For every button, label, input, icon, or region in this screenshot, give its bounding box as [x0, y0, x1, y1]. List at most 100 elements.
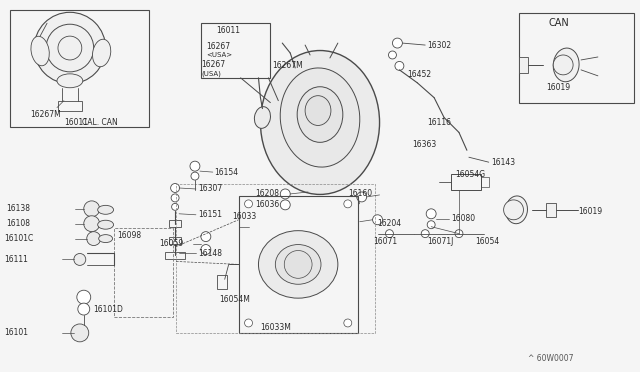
Text: 16019: 16019 [547, 83, 570, 92]
Circle shape [87, 232, 100, 246]
Circle shape [171, 183, 180, 192]
Bar [58, 101, 82, 110]
Circle shape [71, 324, 89, 342]
Circle shape [190, 161, 200, 171]
Ellipse shape [98, 205, 113, 214]
Bar [451, 174, 481, 190]
Ellipse shape [93, 39, 111, 67]
Ellipse shape [506, 196, 527, 224]
Text: 16208: 16208 [255, 189, 280, 198]
Text: 16138: 16138 [6, 204, 30, 213]
Text: 16036: 16036 [255, 201, 280, 209]
Text: 16111: 16111 [4, 255, 28, 264]
Circle shape [77, 290, 91, 304]
Text: 16011: 16011 [64, 118, 88, 127]
Text: 16452: 16452 [407, 70, 431, 79]
Circle shape [372, 215, 383, 225]
Text: <USA>: <USA> [206, 52, 232, 58]
Text: 16033: 16033 [233, 212, 257, 221]
Text: 16101: 16101 [4, 328, 28, 337]
Bar [10, 10, 149, 128]
Circle shape [58, 36, 82, 60]
Text: 16307: 16307 [198, 185, 222, 193]
Ellipse shape [260, 51, 380, 195]
Circle shape [244, 200, 253, 208]
Text: 16267M: 16267M [273, 61, 303, 70]
Ellipse shape [280, 68, 360, 167]
Ellipse shape [57, 74, 83, 88]
Text: 16101C: 16101C [4, 234, 34, 243]
Text: 16054: 16054 [475, 237, 499, 246]
Circle shape [388, 51, 396, 59]
Text: 16160: 16160 [348, 189, 372, 198]
Text: 16267: 16267 [201, 60, 225, 70]
Ellipse shape [254, 107, 271, 128]
Text: 16143: 16143 [491, 158, 515, 167]
Circle shape [280, 189, 290, 199]
Circle shape [426, 209, 436, 219]
Text: ^ 60W0007: ^ 60W0007 [529, 354, 574, 363]
Circle shape [356, 192, 367, 202]
Text: 16267: 16267 [206, 42, 230, 51]
Circle shape [395, 61, 404, 70]
Circle shape [46, 24, 93, 72]
Circle shape [344, 200, 352, 208]
Circle shape [34, 12, 106, 84]
Text: 16116: 16116 [427, 118, 451, 127]
Text: 16154: 16154 [214, 168, 238, 177]
Bar [217, 275, 227, 289]
Bar [201, 23, 270, 78]
Circle shape [171, 194, 179, 202]
Bar [518, 57, 529, 73]
Circle shape [455, 230, 463, 238]
Text: 16059: 16059 [159, 239, 183, 248]
Bar [518, 13, 634, 103]
Ellipse shape [259, 231, 338, 298]
Circle shape [392, 38, 403, 48]
Ellipse shape [305, 96, 331, 125]
Text: 16011: 16011 [216, 26, 240, 35]
Text: 16267M: 16267M [30, 110, 61, 119]
Ellipse shape [99, 235, 113, 243]
Circle shape [201, 244, 211, 254]
Text: 16019: 16019 [578, 207, 602, 216]
Text: 16033M: 16033M [260, 323, 291, 333]
Circle shape [84, 201, 100, 217]
Text: CAN: CAN [548, 18, 569, 28]
Text: 16071J: 16071J [427, 237, 454, 246]
Ellipse shape [98, 220, 113, 229]
Bar [239, 196, 358, 333]
Ellipse shape [297, 87, 343, 142]
Ellipse shape [553, 48, 579, 82]
Text: (USA): (USA) [201, 71, 221, 77]
Text: 16108: 16108 [6, 219, 30, 228]
Bar [481, 177, 489, 187]
Circle shape [201, 232, 211, 241]
Circle shape [504, 200, 524, 220]
Text: 16363: 16363 [412, 140, 436, 149]
Bar [547, 203, 556, 217]
Circle shape [74, 253, 86, 265]
Circle shape [427, 221, 435, 229]
Circle shape [172, 203, 179, 210]
Circle shape [284, 250, 312, 278]
Bar [169, 237, 181, 244]
Bar [169, 220, 181, 227]
Bar [176, 184, 374, 333]
Text: CAL. CAN: CAL. CAN [82, 118, 118, 127]
Circle shape [280, 200, 290, 210]
Circle shape [344, 319, 352, 327]
Text: 16148: 16148 [198, 249, 222, 258]
Circle shape [84, 216, 100, 232]
Circle shape [78, 303, 90, 315]
Text: 16071: 16071 [374, 237, 397, 246]
Text: 16080: 16080 [451, 214, 475, 223]
Text: 16054G: 16054G [455, 170, 485, 179]
Circle shape [421, 230, 429, 238]
Text: 16054M: 16054M [219, 295, 250, 304]
Circle shape [553, 55, 573, 75]
Text: 16204: 16204 [378, 219, 402, 228]
Text: 16302: 16302 [427, 41, 451, 49]
Bar [113, 228, 173, 317]
Ellipse shape [31, 36, 49, 66]
